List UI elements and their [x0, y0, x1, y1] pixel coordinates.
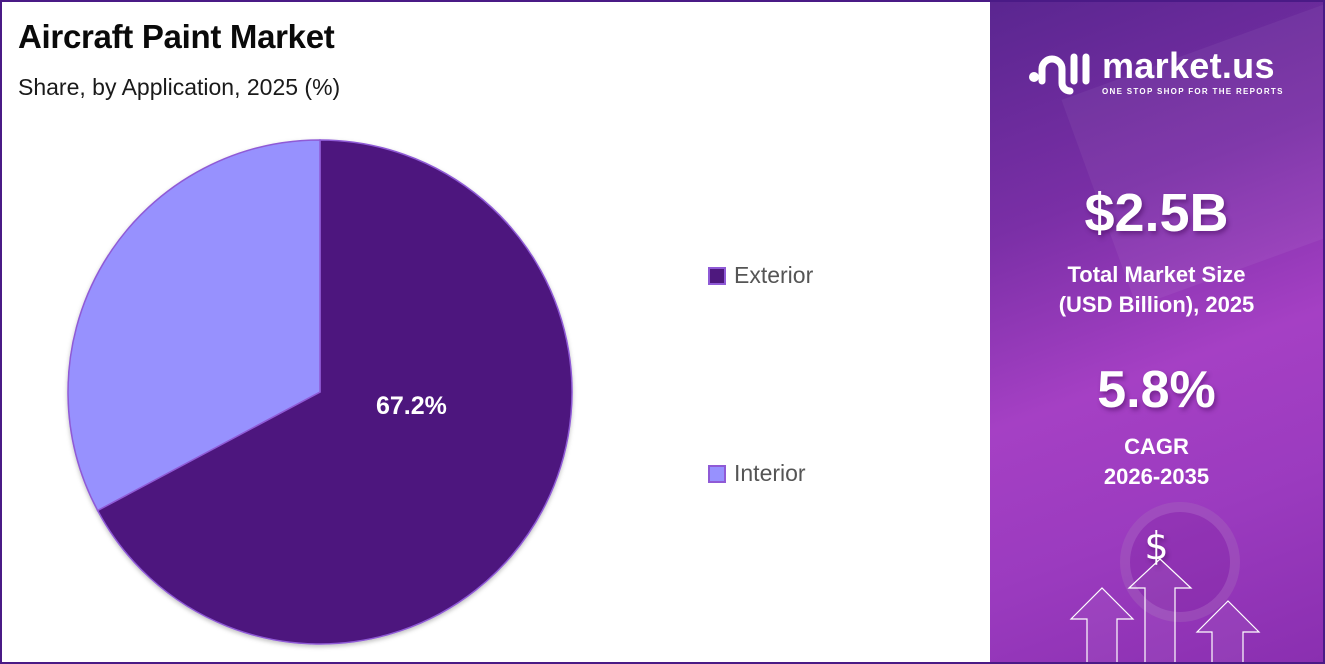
- market-us-logo-icon: [1029, 53, 1090, 95]
- chart-title: Aircraft Paint Market: [18, 18, 335, 55]
- background-cup-decoration: [1120, 502, 1240, 622]
- brand-logo[interactable]: market.us ONE STOP SHOP FOR THE REPORTS: [1028, 47, 1284, 97]
- pie-slice-exterior[interactable]: [96, 139, 573, 645]
- dollar-icon: $: [1144, 524, 1169, 568]
- brand-name: market.us: [1102, 45, 1275, 86]
- chart-subtitle: Share, by Application, 2025 (%): [18, 74, 341, 100]
- legend-item-exterior[interactable]: Exterior: [708, 262, 813, 289]
- legend-swatch-exterior: [708, 266, 726, 285]
- chart-panel: Aircraft Paint Market Share, by Applicat…: [2, 2, 988, 662]
- legend-label-exterior: Exterior: [734, 262, 814, 288]
- cagr-label: CAGR: [1124, 434, 1189, 459]
- pie-slice-interior[interactable]: [67, 139, 321, 512]
- pie-chart: [67, 139, 573, 645]
- market-size-label-line2: (USD Billion), 2025: [1058, 292, 1255, 317]
- legend-swatch-interior: [708, 464, 726, 483]
- cagr-period: 2026-2035: [1103, 464, 1210, 489]
- brand-tagline: ONE STOP SHOP FOR THE REPORTS: [1102, 87, 1284, 96]
- market-size-value: $2.5B: [1084, 183, 1229, 243]
- legend-item-interior[interactable]: Interior: [708, 460, 806, 487]
- growth-arrows-icon: [1069, 558, 1261, 662]
- legend-label-interior: Interior: [734, 460, 806, 486]
- market-size-label-line1: Total Market Size: [1067, 262, 1246, 287]
- summary-sidebar: market.us ONE STOP SHOP FOR THE REPORTS …: [990, 2, 1323, 662]
- pie-label-exterior: 67.2%: [376, 392, 447, 420]
- cagr-value: 5.8%: [1097, 361, 1216, 419]
